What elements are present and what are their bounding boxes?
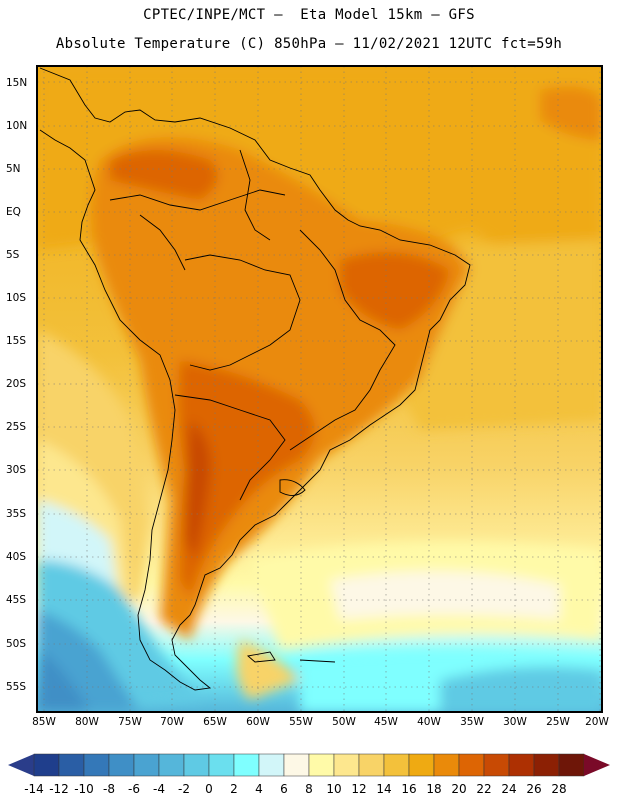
temperature-colorbar [8,753,610,777]
lat-label-50s: 50S [6,638,27,650]
lat-label-25s: 25S [6,421,27,433]
temperature-field [37,66,602,712]
colorbar-swatch [433,753,460,777]
lat-label-35s: 35S [6,508,27,520]
colorbar-label: 6 [280,782,288,796]
lon-label-45w: 45W [374,716,398,728]
lat-label-5n: 5N [6,163,21,175]
colorbar-swatch [258,753,285,777]
colorbar-swatch [508,753,535,777]
lon-label-80w: 80W [75,716,99,728]
colorbar-swatch [383,753,410,777]
colorbar-swatch [133,753,160,777]
colorbar-label: 2 [230,782,238,796]
lat-label-20s: 20S [6,378,27,390]
colorbar-label: -4 [153,782,165,796]
lon-label-30w: 30W [503,716,527,728]
colorbar-swatch [558,753,585,777]
colorbar-label: 28 [551,782,567,796]
colorbar-label: 16 [401,782,417,796]
lat-label-10s: 10S [6,292,27,304]
map-title-line2: Absolute Temperature (C) 850hPa – 11/02/… [55,36,563,52]
colorbar-swatch [58,753,85,777]
lon-label-70w: 70W [160,716,184,728]
colorbar-high-arrow [584,754,610,776]
colorbar-swatch [183,753,210,777]
lon-label-25w: 25W [546,716,570,728]
colorbar-label: 12 [351,782,367,796]
colorbar-label: 20 [451,782,467,796]
colorbar-swatch [308,753,335,777]
colorbar-label: -12 [49,782,69,796]
colorbar-swatch [158,753,185,777]
lat-label-10n: 10N [6,120,28,132]
colorbar-label: -2 [178,782,190,796]
colorbar-label: 0 [205,782,213,796]
colorbar-label: -8 [103,782,115,796]
lon-label-20w: 20W [585,716,609,728]
colorbar-swatch [233,753,260,777]
colorbar-swatch [33,753,60,777]
map-title-line1: CPTEC/INPE/MCT – Eta Model 15km – GFS [143,7,475,23]
colorbar-swatch [208,753,235,777]
colorbar-swatch [333,753,360,777]
colorbar-label: 8 [305,782,313,796]
colorbar-label: 10 [326,782,342,796]
colorbar-swatch [358,753,385,777]
colorbar-swatch [108,753,135,777]
lat-label-45s: 45S [6,594,27,606]
lat-label-15s: 15S [6,335,27,347]
lon-label-65w: 65W [203,716,227,728]
colorbar-label: -6 [128,782,140,796]
lon-label-60w: 60W [246,716,270,728]
lat-label-30s: 30S [6,464,27,476]
colorbar-label: 24 [501,782,517,796]
lon-label-75w: 75W [118,716,142,728]
colorbar-swatch [458,753,485,777]
map-frame [36,65,603,713]
colorbar-swatch [483,753,510,777]
lon-label-55w: 55W [289,716,313,728]
colorbar-swatch [408,753,435,777]
colorbar-label: -14 [24,782,44,796]
colorbar-label: 26 [526,782,542,796]
lat-label-55s: 55S [6,681,27,693]
lon-label-85w: 85W [32,716,56,728]
lon-label-40w: 40W [417,716,441,728]
colorbar-swatch [283,753,310,777]
colorbar-swatch [83,753,110,777]
colorbar-label: -10 [74,782,94,796]
lon-label-35w: 35W [460,716,484,728]
lat-label-eq: EQ [6,206,21,218]
lat-label-15n: 15N [6,77,28,89]
lat-label-40s: 40S [6,551,27,563]
colorbar-label: 14 [376,782,392,796]
colorbar-label: 18 [426,782,442,796]
colorbar-label: 4 [255,782,263,796]
colorbar-label: 22 [476,782,492,796]
lat-label-5s: 5S [6,249,20,261]
graticule [37,66,602,712]
lon-label-50w: 50W [332,716,356,728]
coastlines [39,67,471,691]
colorbar-low-arrow [8,754,34,776]
colorbar-swatch [533,753,560,777]
